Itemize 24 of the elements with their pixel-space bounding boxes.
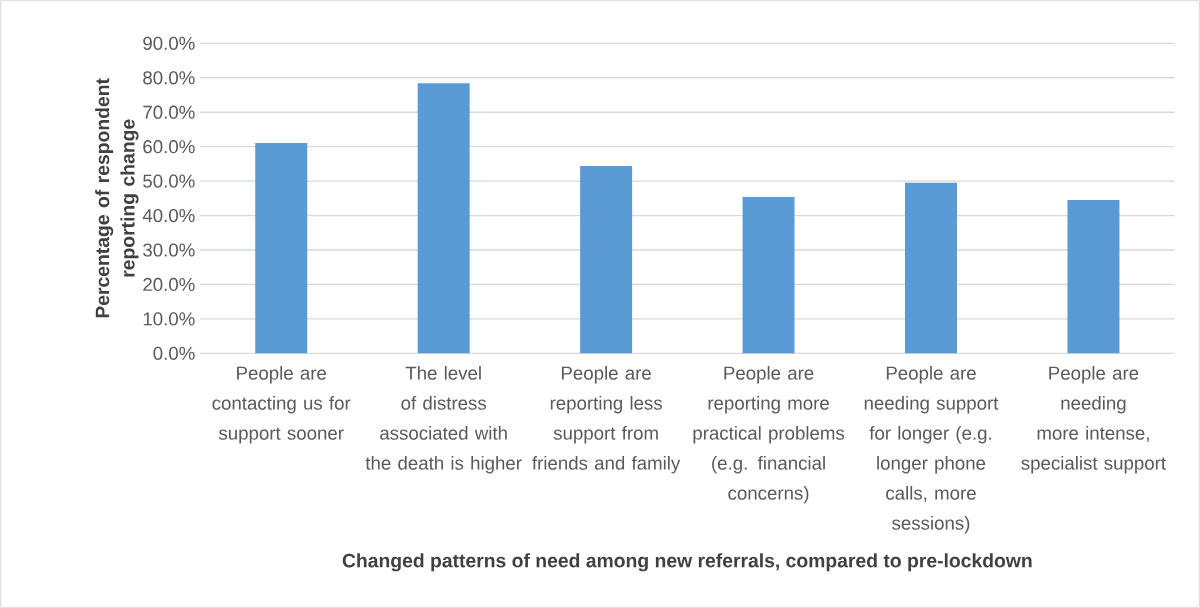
bar <box>742 196 795 354</box>
bar <box>580 165 633 354</box>
bar <box>255 142 308 354</box>
x-tick-label: People are reporting more practical problems (e.g. financial concerns) <box>693 366 845 504</box>
bar <box>1067 200 1120 354</box>
x-tick-label: People are contacting us for support sooner <box>212 366 351 444</box>
x-tick-label: People are needing support for longer (e.g. longer phone calls, more sessions) <box>864 366 999 534</box>
y-tick-label: 90.0% <box>143 36 195 50</box>
y-tick-label: 10.0% <box>143 312 195 326</box>
y-tick-label: 30.0% <box>143 243 195 257</box>
y-tick-label: 0.0% <box>153 346 195 360</box>
y-tick-label: 80.0% <box>143 71 195 85</box>
y-tick-label: 70.0% <box>143 105 195 119</box>
y-tick-label: 50.0% <box>143 174 195 188</box>
bar <box>905 182 957 354</box>
y-tick-label: 20.0% <box>143 277 195 292</box>
x-tick-label: The level of distress associated with the death is higher <box>365 366 522 474</box>
y-axis-title: Percentage of respondent reporting change <box>95 78 139 318</box>
y-tick-label: 40.0% <box>142 208 195 223</box>
x-axis-title: Changed patterns of need among new referrals, compared to pre-lockdown <box>342 553 1032 572</box>
y-tick-label: 60.0% <box>143 140 195 154</box>
x-tick-label: People are reporting less support from friends and family <box>532 366 681 474</box>
x-tick-label: People are needing more intense, specialist support <box>1021 366 1166 474</box>
bar <box>417 83 470 354</box>
